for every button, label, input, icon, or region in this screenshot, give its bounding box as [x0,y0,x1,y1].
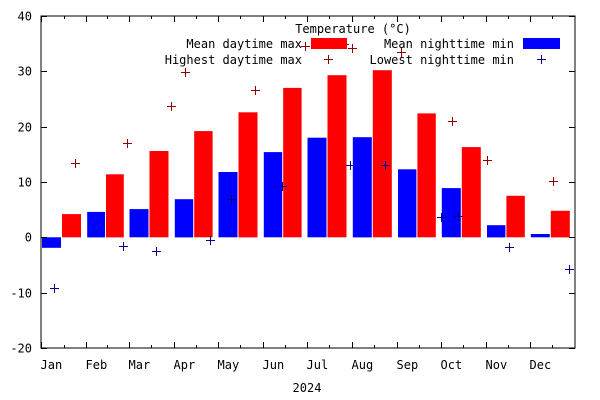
bar-mean-max [506,195,525,238]
bar-mean-max [550,210,570,238]
x-tick-label: Dec [530,358,552,372]
legend: Temperature (°C) Mean daytime max Mean n… [165,22,560,67]
x-tick-label: Jun [263,358,285,372]
legend-key-lowest-min [537,55,546,64]
bar-mean-min [441,188,461,238]
x-axis: Jan Feb Mar Apr May Jun Jul Aug Sep Oct Nov Dec [41,16,553,372]
x-tick-label: May [218,358,240,372]
legend-label-mean-max: Mean daytime max [186,37,302,51]
bar-mean-max [106,174,124,238]
point-lowest-min [152,247,161,256]
point-lowest-min [206,236,215,245]
bar-mean-min [530,234,550,238]
y-tick-label: 20 [18,121,32,135]
x-tick-label: Jan [41,358,63,372]
point-lowest-min [437,213,446,222]
point-highest-max [348,44,357,53]
x-tick-label: Feb [86,358,108,372]
bar-mean-max [149,151,169,238]
point-lowest-min [381,161,390,170]
legend-key-highest-max [324,55,333,64]
y-tick-label: 40 [18,10,32,24]
bar-mean-min [174,199,194,238]
bar-mean-max [461,147,481,238]
bar-mean-min [307,137,327,238]
bar-mean-min [352,137,372,238]
bar-mean-max [372,70,392,238]
point-lowest-min [119,242,128,251]
point-lowest-min [565,265,574,274]
bar-mean-min [42,237,61,248]
bar-mean-min [218,172,238,238]
legend-key-mean-min [523,38,560,49]
point-highest-max [167,102,176,111]
bar-mean-max [417,113,436,238]
bar-mean-min [263,152,283,238]
point-lowest-min [346,161,355,170]
y-tick-label: 10 [18,176,32,190]
y-tick-label: -20 [10,342,32,356]
point-lowest-min [278,182,287,191]
bar-mean-max [327,75,347,238]
point-highest-max [251,86,260,95]
x-tick-label: Apr [174,358,196,372]
bar-mean-min [398,169,417,238]
bar-mean-max [194,131,213,238]
legend-key-mean-max [311,38,347,49]
y-tick-label: -10 [10,287,32,301]
point-lowest-min [454,212,463,221]
point-highest-max [397,48,406,57]
bar-mean-min [487,225,506,238]
point-highest-max [483,156,492,165]
legend-label-lowest-min: Lowest nighttime min [370,53,515,67]
point-highest-max [301,42,310,51]
x-tick-label: Nov [486,358,508,372]
legend-title: Temperature (°C) [295,22,411,36]
y-axis: -20 -10 0 10 20 30 40 [10,10,575,356]
bar-mean-max [283,87,302,238]
point-highest-max [549,177,558,186]
x-axis-label: 2024 [293,381,322,395]
y-tick-label: 0 [25,231,32,245]
x-tick-label: Sep [397,358,419,372]
x-tick-label: Aug [352,358,374,372]
legend-label-mean-min: Mean nighttime min [384,37,514,51]
y-tick-label: 30 [18,65,32,79]
x-tick-label: Oct [441,358,463,372]
bars-layer [42,70,570,248]
point-highest-max [123,139,132,148]
bar-mean-min [129,209,149,238]
point-lowest-min [227,195,236,204]
bar-mean-max [238,112,258,238]
point-lowest-min [50,284,59,293]
point-highest-max [71,159,80,168]
x-tick-label: Jul [307,358,329,372]
legend-label-highest-max: Highest daytime max [165,53,302,67]
point-lowest-min [505,243,514,252]
point-highest-max [448,117,457,126]
point-highest-max [181,68,190,77]
bar-mean-max [62,214,81,238]
bar-mean-min [87,211,105,238]
x-tick-label: Mar [129,358,151,372]
